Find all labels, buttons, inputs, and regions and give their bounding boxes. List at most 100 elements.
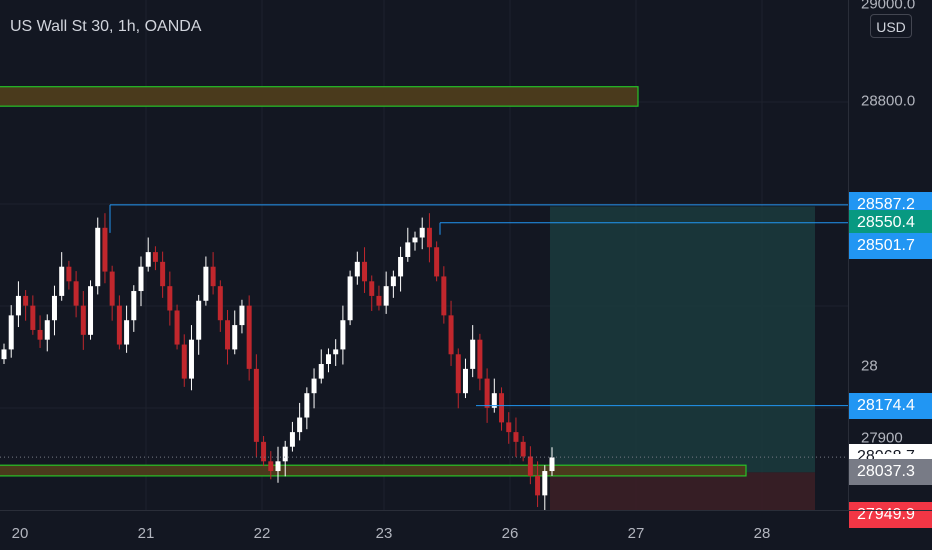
candle-body (1, 349, 7, 360)
candle-body (412, 237, 418, 243)
candle-body (535, 475, 541, 496)
time-tick: 20 (11, 525, 29, 542)
candle-body (448, 315, 454, 355)
candle-body (80, 305, 86, 335)
candle-body (109, 271, 115, 306)
price-tick: 29000.0 (861, 0, 916, 13)
candle-body (225, 320, 231, 350)
price-tick: 28800.0 (861, 92, 916, 110)
candle-body (542, 471, 548, 496)
candle-body (275, 461, 281, 472)
time-tick: 28 (753, 525, 771, 542)
candle-body (167, 286, 173, 311)
time-tick: 23 (375, 525, 393, 542)
candle-body (354, 261, 360, 277)
candle-body (51, 295, 57, 321)
candle-body (362, 261, 368, 282)
candle-body (181, 344, 187, 379)
candle-body (124, 320, 130, 345)
candle-body (390, 276, 396, 287)
candle-body (282, 446, 288, 462)
currency-button[interactable]: USD (870, 14, 912, 38)
candle-body (160, 261, 166, 287)
candle-body (398, 256, 404, 277)
candle-body (246, 305, 252, 369)
candle-body (188, 339, 194, 379)
candle-body (311, 378, 317, 394)
candle-body (426, 227, 432, 248)
resistance-zone (0, 86, 639, 107)
candle-body (44, 320, 50, 340)
candle-body (30, 305, 36, 330)
chart-title: US Wall St 30, 1h, OANDA (10, 18, 202, 35)
candle-body (455, 354, 461, 394)
candle-body (102, 227, 108, 272)
candle-body (15, 295, 21, 316)
candle-body (527, 456, 533, 476)
candle-body (325, 354, 331, 365)
candle-body (145, 252, 151, 267)
candle-body (253, 368, 259, 442)
time-tick: 21 (137, 525, 155, 542)
candle-body (462, 368, 468, 394)
price-tag: 28550.4 (849, 209, 932, 236)
candle-body (37, 329, 43, 340)
candle-body (470, 339, 476, 369)
candle-body (152, 252, 158, 262)
candle-body (268, 461, 274, 472)
price-tag: 28037.3 (849, 459, 932, 486)
candle-body (491, 393, 497, 408)
price-tag: 28174.4 (849, 392, 932, 419)
candle-body (88, 286, 94, 335)
candle-body (333, 349, 339, 355)
take-profit-zone (550, 206, 815, 473)
candle-body (347, 276, 353, 321)
time-tick: 22 (253, 525, 271, 542)
price-tick-partial: 28 (861, 357, 878, 375)
candle-body (441, 276, 447, 316)
candle-body (261, 441, 267, 462)
time-axis[interactable]: 20 21 22 23 26 27 28 (0, 510, 932, 550)
price-tag: 28501.7 (849, 233, 932, 260)
candle-body (8, 315, 14, 350)
candle-body (419, 227, 425, 238)
candle-body (131, 291, 137, 321)
candle-body (210, 266, 216, 287)
candle-body (23, 295, 29, 306)
time-tick: 27 (627, 525, 645, 542)
candle-body (383, 286, 389, 306)
candle-body (116, 305, 122, 345)
candle-body (376, 295, 382, 306)
candle-body (513, 432, 519, 442)
candle-body (95, 227, 101, 287)
candle-body (66, 266, 72, 282)
candle-body (484, 378, 490, 408)
candle-body (369, 281, 375, 296)
price-axis[interactable]: USD 29000.0 28800.0 2840 28 27900 28587.… (848, 0, 932, 528)
candle-body (289, 432, 295, 447)
candle-body (138, 266, 144, 292)
candle-body (174, 310, 180, 345)
price-tick-partial: 27900 (861, 429, 903, 447)
candle-body (304, 393, 310, 418)
candle-body (203, 266, 209, 301)
price-chart[interactable] (0, 0, 848, 510)
candle-body (340, 320, 346, 350)
candle-body (520, 441, 526, 457)
time-tick: 26 (501, 525, 519, 542)
candle-body (434, 247, 440, 277)
candle-body (196, 300, 202, 340)
candle-body (499, 393, 505, 423)
support-zone (0, 464, 747, 477)
candle-body (73, 281, 79, 306)
candle-body (477, 339, 483, 379)
candle-body (217, 286, 223, 321)
candle-body (297, 417, 303, 433)
candle-body (239, 305, 245, 326)
candle-body (506, 422, 512, 433)
candle-body (59, 266, 65, 296)
candle-body (405, 242, 411, 257)
candle-body (318, 364, 324, 379)
stop-loss-zone (550, 472, 815, 510)
candle-body (232, 325, 238, 350)
